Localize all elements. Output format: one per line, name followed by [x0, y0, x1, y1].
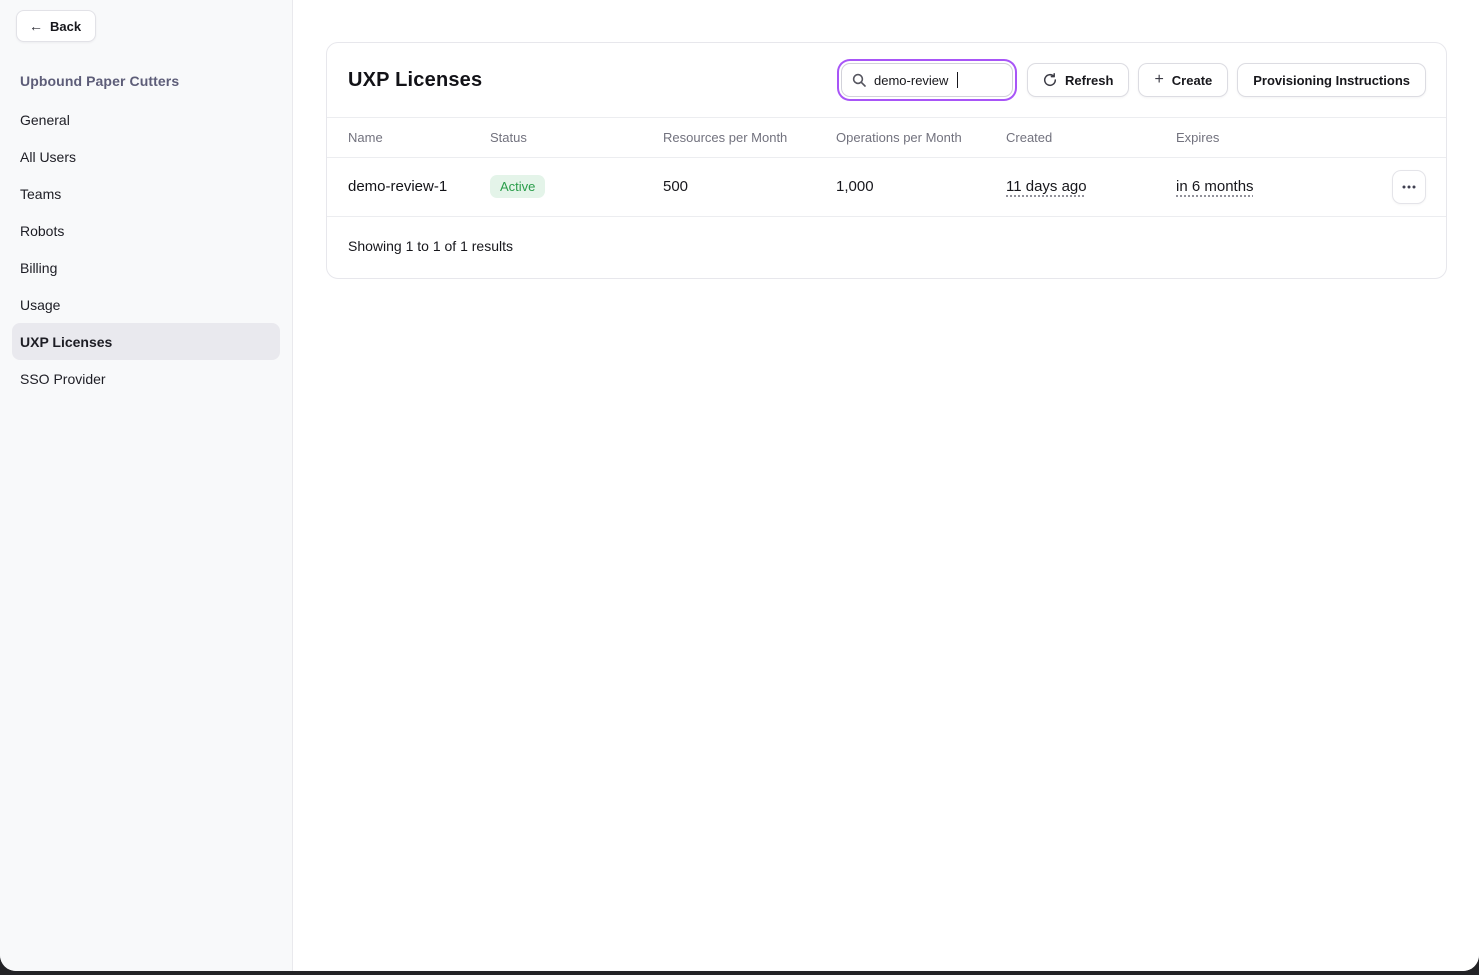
table-row: demo-review-1 Active 500 1,000 11 days a…	[327, 156, 1446, 216]
main-content: UXP Licenses demo-review	[293, 0, 1479, 971]
sidebar-item-usage[interactable]: Usage	[20, 296, 61, 313]
sidebar-item-sso-provider[interactable]: SSO Provider	[20, 370, 106, 387]
column-header-expires: Expires	[1176, 129, 1220, 145]
text-caret	[957, 72, 959, 88]
search-icon	[852, 73, 866, 87]
refresh-button[interactable]: Refresh	[1027, 63, 1130, 97]
table-header-row: Name Status Resources per Month Operatio…	[327, 118, 1446, 157]
sidebar-item-billing[interactable]: Billing	[20, 259, 58, 276]
ellipsis-icon	[1402, 185, 1416, 189]
create-button[interactable]: + Create	[1138, 63, 1229, 97]
search-input[interactable]: demo-review	[841, 63, 1014, 97]
back-arrow-icon: ←	[29, 18, 43, 34]
plus-icon: +	[1154, 71, 1164, 88]
created-value[interactable]: 11 days ago	[1006, 178, 1087, 196]
operations-per-month-value: 1,000	[836, 156, 1006, 216]
licenses-table: Name Status Resources per Month Operatio…	[327, 118, 1446, 216]
uxp-licenses-card: UXP Licenses demo-review	[326, 42, 1447, 279]
license-name: demo-review-1	[327, 156, 490, 216]
search-value: demo-review	[874, 72, 949, 88]
expires-value[interactable]: in 6 months	[1176, 178, 1254, 196]
row-actions-button[interactable]	[1392, 169, 1426, 204]
resources-per-month-value: 500	[663, 156, 836, 216]
sidebar-item-general[interactable]: General	[20, 111, 70, 128]
sidebar-item-uxp-licenses[interactable]: UXP Licenses	[12, 323, 280, 360]
card-header: UXP Licenses demo-review	[327, 43, 1446, 118]
status-badge: Active	[490, 175, 546, 199]
column-header-operations: Operations per Month	[836, 129, 962, 145]
column-header-name: Name	[348, 129, 383, 145]
refresh-button-label: Refresh	[1065, 72, 1114, 88]
results-summary: Showing 1 to 1 of 1 results	[327, 216, 1446, 278]
column-header-resources: Resources per Month	[663, 129, 788, 145]
create-button-label: Create	[1171, 72, 1213, 88]
column-header-status: Status	[490, 129, 527, 145]
provisioning-button-label: Provisioning Instructions	[1253, 72, 1410, 88]
column-header-created: Created	[1006, 129, 1053, 145]
back-button[interactable]: ← Back	[16, 10, 97, 42]
refresh-icon	[1043, 73, 1057, 87]
sidebar-item-robots[interactable]: Robots	[20, 222, 65, 239]
header-controls: demo-review Refresh + Create	[841, 63, 1426, 97]
back-button-label: Back	[50, 18, 82, 34]
settings-sidebar: ← Back Upbound Paper Cutters General All…	[0, 0, 293, 971]
sidebar-nav: General All Users Teams Robots Billing U…	[12, 101, 280, 397]
provisioning-instructions-button[interactable]: Provisioning Instructions	[1237, 63, 1426, 97]
sidebar-item-teams[interactable]: Teams	[20, 185, 62, 202]
page-title: UXP Licenses	[348, 68, 483, 91]
sidebar-item-all-users[interactable]: All Users	[20, 148, 77, 165]
organization-title: Upbound Paper Cutters	[20, 73, 180, 89]
